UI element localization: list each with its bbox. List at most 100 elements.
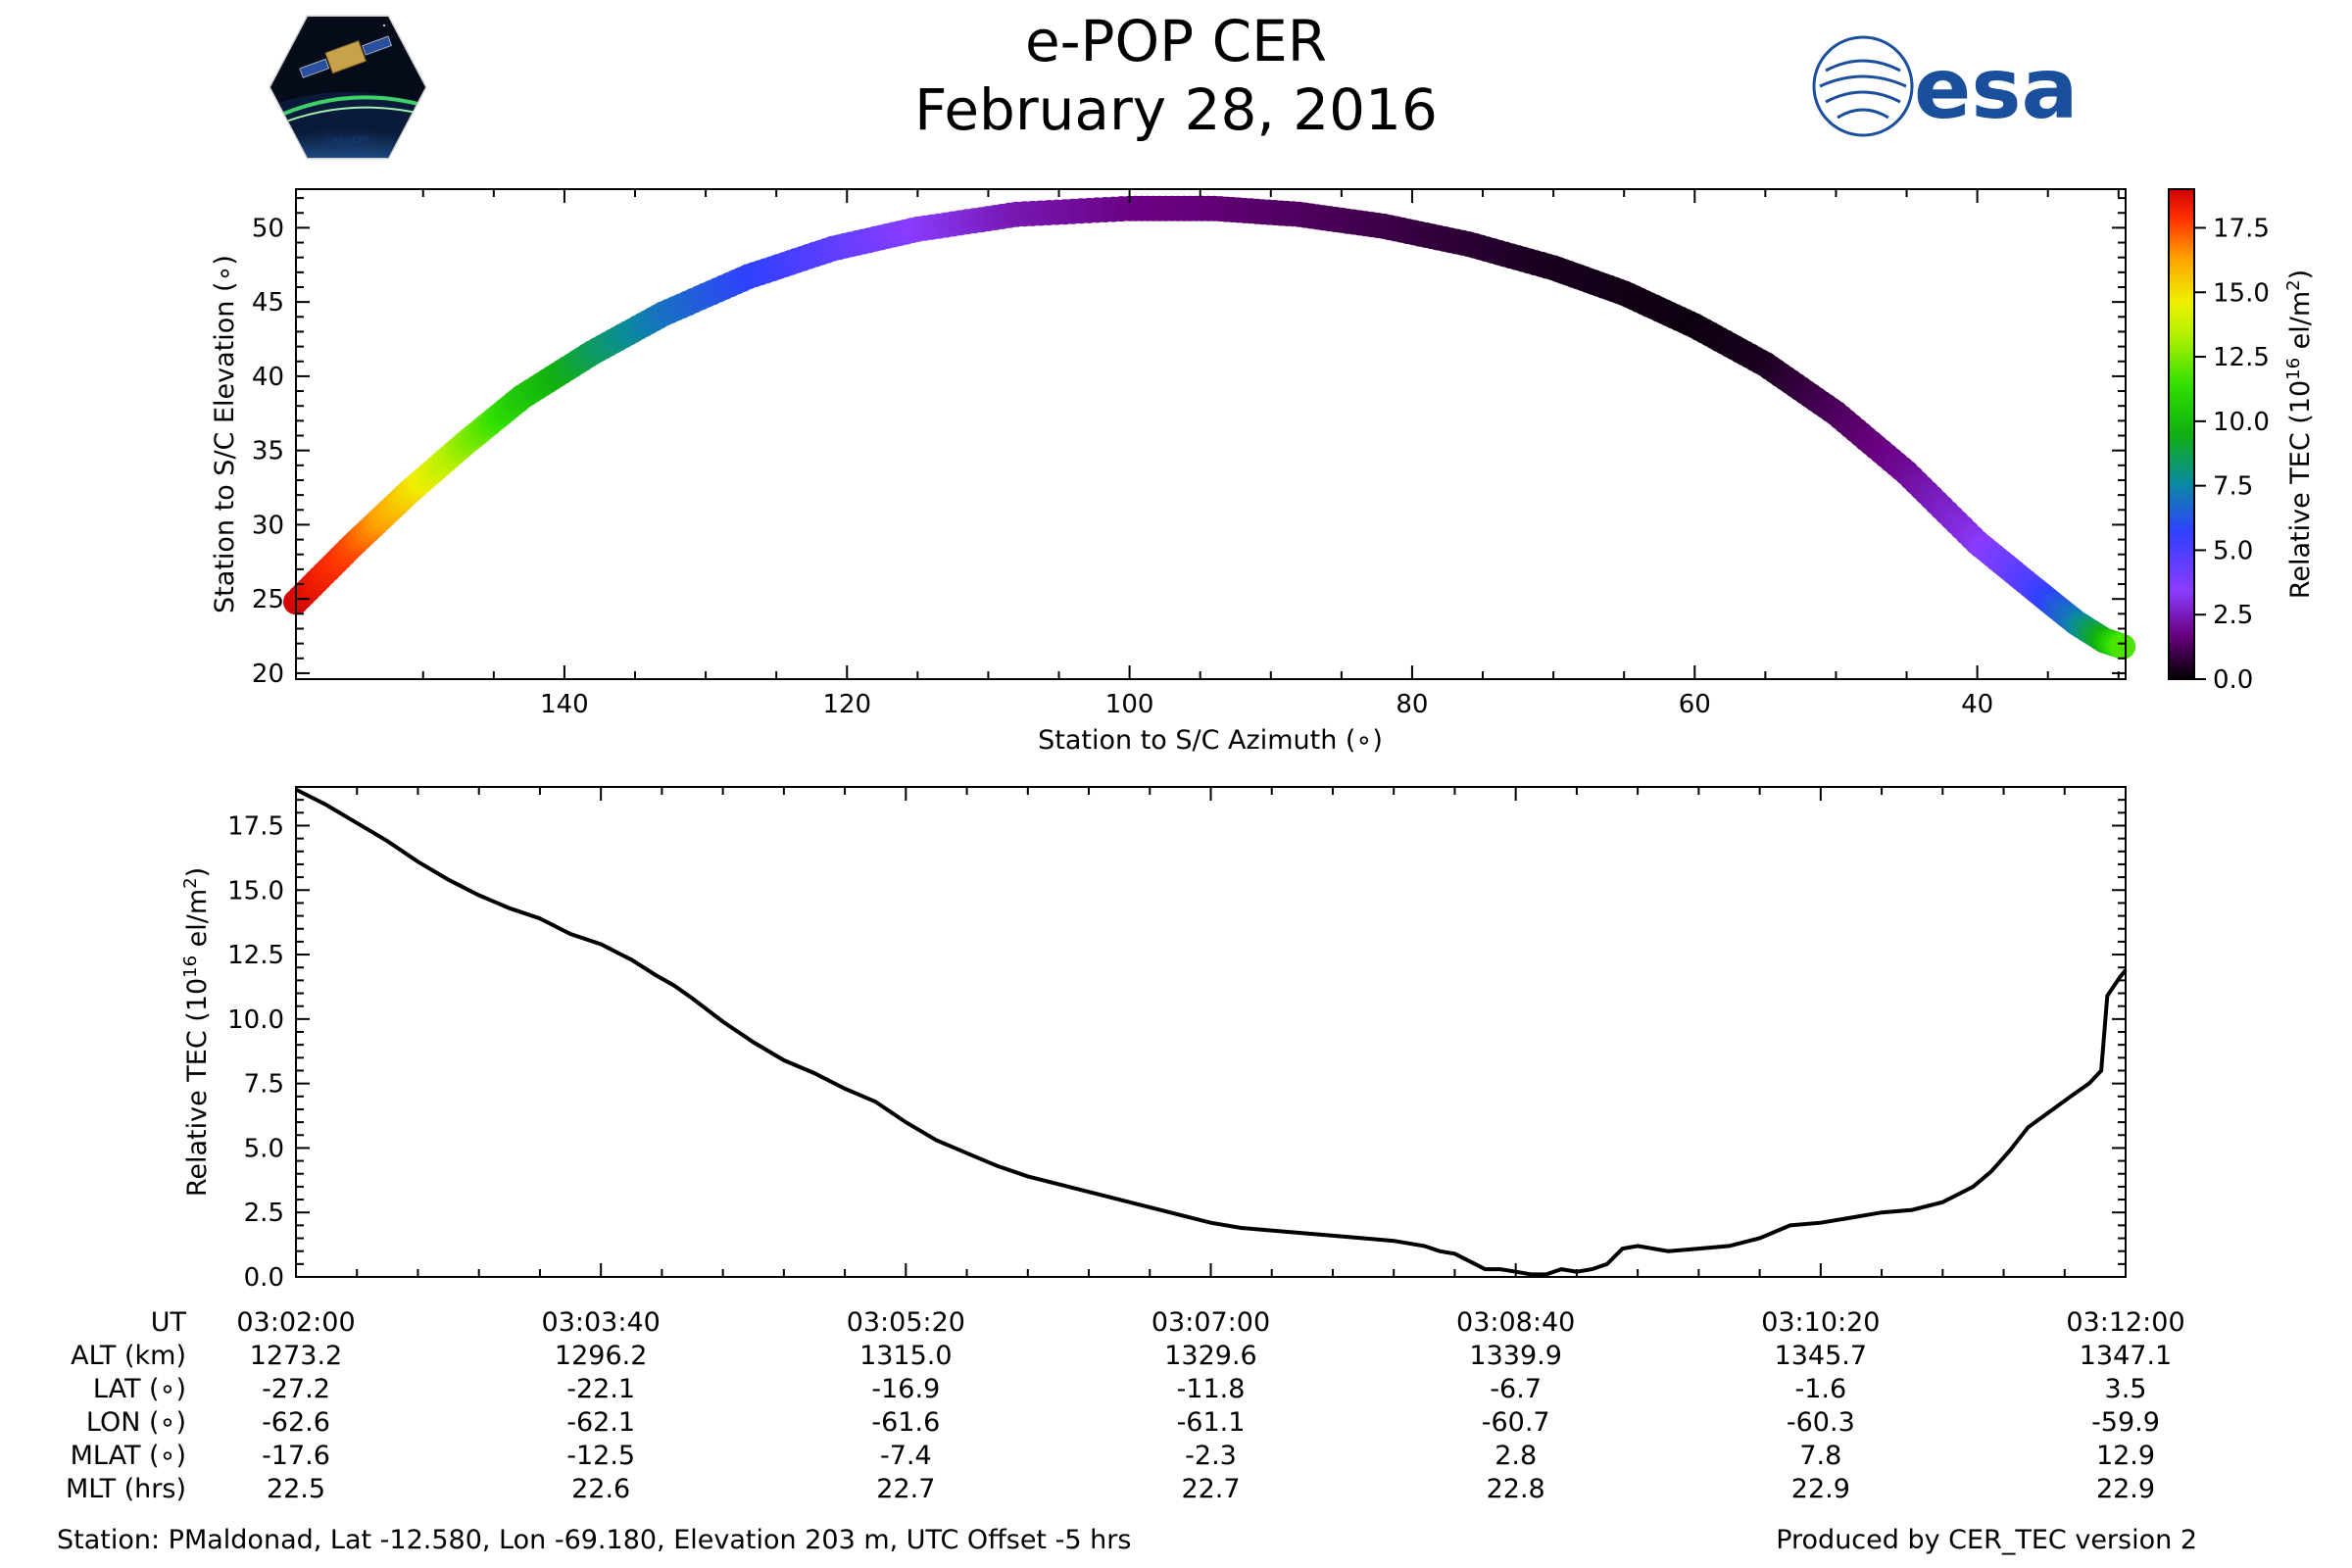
plot1-x-ticks: 140 120 100 80 60 40	[421, 189, 2120, 719]
tec-series-line	[295, 787, 2128, 1277]
y-tick-label: 45	[252, 288, 284, 318]
plot1-y-axis-label: Station to S/C Elevation (∘)	[210, 255, 240, 613]
x-tick-label: 40	[1961, 690, 1993, 719]
ephemeris-row-label: MLT (hrs)	[66, 1474, 186, 1504]
ephemeris-cell-lon: -60.7	[1482, 1407, 1550, 1438]
ephemeris-cell-alt: 1347.1	[2080, 1341, 2172, 1371]
ephemeris-cell-mlt: 22.7	[876, 1474, 935, 1504]
ephemeris-cell-lat: -27.2	[262, 1374, 330, 1404]
x-tick-label: 80	[1396, 690, 1428, 719]
y-tick-label: 25	[252, 585, 284, 614]
ephemeris-cell-alt: 1339.9	[1469, 1341, 1561, 1371]
ephemeris-cell-lon: -61.1	[1177, 1407, 1246, 1438]
plot2-y-ticks: 0.0 2.5 5.0 7.5 10.0 12.5 15.0 17.5	[227, 786, 2126, 1293]
ephemeris-cell-ut: 03:08:40	[1456, 1307, 1575, 1338]
ephemeris-row-label: ALT (km)	[71, 1341, 186, 1371]
y-tick-label: 0.0	[244, 1263, 284, 1293]
colorbar-tick-label: 12.5	[2213, 343, 2270, 372]
ephemeris-cell-ut: 03:03:40	[542, 1307, 661, 1338]
ephemeris-cell-ut: 03:07:00	[1152, 1307, 1270, 1338]
x-tick-label: 140	[540, 690, 589, 719]
ephemeris-cell-lat: -22.1	[566, 1374, 635, 1404]
ephemeris-cell-mlat: -12.5	[566, 1441, 635, 1471]
colorbar: 0.0 2.5 5.0 7.5 10.0 12.5 15.0 17.5 Relative TE…	[2168, 188, 2316, 695]
y-tick-label: 2.5	[244, 1199, 284, 1228]
tec-track-points	[283, 195, 2136, 660]
ephemeris-cell-lat: -1.6	[1794, 1374, 1846, 1404]
producer-info: Produced by CER_TEC version 2	[1776, 1525, 2197, 1555]
cassiope-logo: CASSIOPE	[269, 15, 427, 160]
colorbar-tick-label: 0.0	[2213, 665, 2253, 695]
y-tick-label: 12.5	[227, 941, 284, 970]
esa-logo-text: esa	[1914, 40, 2079, 138]
track-point	[2110, 633, 2136, 660]
y-tick-label: 7.5	[244, 1070, 284, 1100]
ephemeris-cell-mlat: -2.3	[1185, 1441, 1237, 1471]
ephemeris-cell-lon: -62.6	[262, 1407, 330, 1438]
ephemeris-cell-lon: -62.1	[566, 1407, 635, 1438]
ephemeris-cell-mlt: 22.6	[571, 1474, 630, 1504]
esa-logo: esa	[1812, 35, 2079, 138]
ephemeris-cell-alt: 1296.2	[555, 1341, 647, 1371]
colorbar-tick-label: 2.5	[2213, 601, 2253, 630]
y-tick-label: 50	[252, 214, 284, 243]
ephemeris-cell-ut: 03:05:20	[847, 1307, 965, 1338]
y-tick-label: 35	[252, 437, 284, 466]
ephemeris-cell-mlt: 22.5	[267, 1474, 325, 1504]
plot1-frame	[295, 188, 2127, 680]
ephemeris-cell-ut: 03:02:00	[236, 1307, 355, 1338]
y-tick-label: 30	[252, 511, 284, 540]
y-tick-label: 40	[252, 363, 284, 392]
ephemeris-cell-alt: 1329.6	[1164, 1341, 1256, 1371]
plot2-y-axis-label: Relative TEC (1016 el/m2)	[180, 867, 213, 1197]
colorbar-tick-label: 10.0	[2213, 408, 2270, 437]
y-tick-label: 17.5	[227, 811, 284, 841]
colorbar-tick-label: 5.0	[2213, 536, 2253, 565]
x-tick-label: 100	[1105, 690, 1154, 719]
ephemeris-cell-lon: -61.6	[871, 1407, 940, 1438]
colorbar-tick-label: 15.0	[2213, 278, 2270, 308]
ephemeris-cell-lat: -6.7	[1490, 1374, 1542, 1404]
x-tick-label: 60	[1679, 690, 1711, 719]
ephemeris-cell-mlt: 22.9	[1791, 1474, 1850, 1504]
ephemeris-cell-lat: 3.5	[2105, 1374, 2147, 1404]
ephemeris-row-label: LAT (∘)	[93, 1374, 186, 1404]
colorbar-label: Relative TEC (1016 el/m2)	[2283, 270, 2316, 599]
ephemeris-cell-mlt: 22.8	[1487, 1474, 1545, 1504]
cassiope-logo-text: CASSIOPE	[326, 136, 370, 146]
plot2-frame	[295, 786, 2127, 1278]
ephemeris-cell-lat: -16.9	[871, 1374, 940, 1404]
y-tick-label: 20	[252, 660, 284, 689]
ephemeris-cell-ut: 03:12:00	[2066, 1307, 2184, 1338]
ephemeris-cell-mlt: 22.9	[2096, 1474, 2155, 1504]
station-info: Station: PMaldonad, Lat -12.580, Lon -69…	[57, 1525, 1132, 1555]
chart-title: e-POP CER	[1024, 8, 1328, 74]
ephemeris-row-label: MLAT (∘)	[71, 1441, 186, 1471]
y-tick-label: 15.0	[227, 876, 284, 906]
ephemeris-cell-ut: 03:10:20	[1761, 1307, 1880, 1338]
colorbar-ticks: 0.0 2.5 5.0 7.5 10.0 12.5 15.0 17.5	[2194, 214, 2270, 695]
ephemeris-cell-mlat: -7.4	[880, 1441, 932, 1471]
ephemeris-cell-lat: -11.8	[1177, 1374, 1246, 1404]
colorbar-tick-label: 17.5	[2213, 214, 2270, 243]
ephemeris-cell-mlat: -17.6	[262, 1441, 330, 1471]
ephemeris-row-label: LON (∘)	[86, 1407, 186, 1438]
ephemeris-cell-mlat: 7.8	[1799, 1441, 1841, 1471]
ephemeris-cell-mlat: 12.9	[2096, 1441, 2155, 1471]
ephemeris-cell-lon: -59.9	[2091, 1407, 2160, 1438]
plot1-x-axis-label: Station to S/C Azimuth (∘)	[1038, 725, 1383, 756]
ephemeris-cell-alt: 1273.2	[250, 1341, 342, 1371]
ephemeris-cell-mlat: 2.8	[1494, 1441, 1537, 1471]
ephemeris-cell-mlt: 22.7	[1181, 1474, 1240, 1504]
colorbar-scale	[2168, 188, 2195, 680]
plot1-y-ticks: 20 25 30 35 40 45 50	[252, 197, 2126, 689]
ephemeris-cell-alt: 1345.7	[1775, 1341, 1867, 1371]
ephemeris-cell-alt: 1315.0	[859, 1341, 952, 1371]
y-tick-label: 5.0	[244, 1134, 284, 1163]
elevation-azimuth-plot: 140 120 100 80 60 40 20 25 30 35 40 45 50 Station t…	[210, 188, 2136, 756]
x-tick-label: 120	[822, 690, 871, 719]
